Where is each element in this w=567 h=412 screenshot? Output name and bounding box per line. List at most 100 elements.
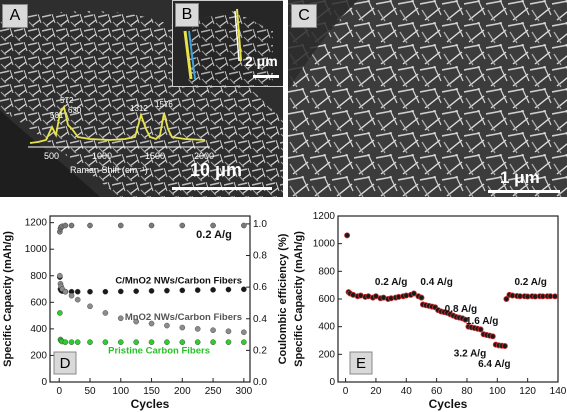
e-y-axis-label: Specific Capacity (mAh/g)	[293, 231, 305, 367]
d-ytick-label-4: 800	[30, 271, 47, 282]
panel-d-chart: 0 50 100 150 200 250 300 0 200 400 600 800 1000 1200 0…	[2, 215, 289, 411]
d-y2tick-label-5: 1.0	[253, 219, 267, 230]
d-xtick-label-1: 50	[84, 386, 96, 397]
raman-tick-1000: 1000	[92, 151, 112, 161]
e-xtick-label-6: 120	[519, 386, 536, 397]
d-series-1-point-13	[179, 324, 186, 331]
panel-e-label: E	[356, 355, 366, 372]
raman-spectrum	[29, 104, 206, 144]
e-point-50	[503, 296, 510, 303]
panel-a-label: A	[2, 4, 28, 28]
sem-texture-c	[288, 0, 567, 197]
e-point-0	[344, 232, 351, 239]
e-x-axis-label: Cycles	[429, 397, 468, 411]
d-series-2-point-12	[164, 339, 170, 345]
raman-tick-1500: 1500	[145, 151, 165, 161]
e-ytick-label-4: 800	[318, 266, 335, 277]
d-ytick-label-0: 0	[41, 377, 47, 388]
d-series-0-point-10	[133, 288, 139, 294]
d-series-1-point-16	[225, 328, 232, 335]
d-series-2-point-15	[210, 339, 216, 345]
panel-b-label: B	[175, 3, 199, 27]
d-series-label-0: C/MnO2 NWs/Carbon Fibers	[115, 276, 242, 287]
panel-c-scale-bar	[488, 190, 560, 193]
d-series-3-point-4	[62, 222, 69, 229]
d-y-axis-label: Specific Capacity (mAh/g)	[2, 231, 14, 367]
d-series-1-point-11	[148, 320, 155, 327]
d-series-0-point-12	[164, 287, 170, 294]
d-series-2-point-16	[225, 339, 232, 345]
e-rate-label-6: 0.2 A/g	[514, 277, 546, 288]
panel-b-guide-blue	[188, 30, 196, 80]
d-series-0-point-6	[74, 288, 81, 295]
raman-peak-1: 501	[50, 111, 64, 120]
panel-a-sem-image: A 501 572 630 1312 1576 500 1000 1500 20…	[0, 0, 283, 197]
d-series-1-point-5	[68, 292, 75, 299]
d-series-1-point-17	[241, 329, 247, 335]
d-series-2-point-14	[194, 339, 201, 345]
d-y2tick-label-3: 0.6	[253, 282, 267, 293]
d-series-0-point-8	[102, 288, 109, 295]
d-series-1-point-9	[117, 315, 124, 322]
d-series-2-point-10	[133, 339, 139, 345]
panel-b-guide-yellow	[183, 30, 193, 80]
d-series-3-point-7	[117, 222, 124, 229]
panel-b-sem-image: B 2 μm	[172, 0, 283, 87]
panel-c-scale-text: 1 μm	[500, 168, 540, 187]
d-ytick-label-1: 200	[30, 350, 47, 361]
panel-d-label: D	[60, 355, 71, 372]
panel-a-scale-bar	[172, 187, 272, 190]
d-series-1-point-0	[57, 272, 63, 279]
d-y2tick-label-2: 0.4	[253, 314, 267, 325]
d-xtick-label-4: 200	[174, 386, 191, 397]
raman-x-label: Raman Shift (cm⁻¹)	[70, 165, 148, 175]
e-rate-label-2: 0.8 A/g	[445, 304, 477, 315]
e-point-49	[501, 343, 508, 350]
d-rate-annotation: 0.2 A/g	[196, 229, 232, 241]
d-series-0-point-9	[117, 288, 124, 295]
panel-b-scale-text: 2 μm	[245, 53, 278, 69]
d-ytick-label-2: 400	[30, 324, 47, 335]
e-ytick-label-0: 0	[329, 377, 335, 388]
d-series-3-point-10	[210, 222, 216, 229]
d-series-0-point-15	[210, 287, 216, 293]
panel-e-chart: 0 20 40 60 80 100 120 140 0 200 400 600 800 1000 1200 C…	[293, 211, 567, 411]
d-series-0-point-11	[148, 288, 155, 294]
e-point-63	[551, 293, 558, 300]
raman-peak-2: 572	[60, 96, 74, 105]
d-series-2-point-8	[102, 339, 109, 345]
d-series-2-point-5	[68, 339, 75, 345]
d-xtick-label-3: 150	[143, 386, 160, 397]
d-series-3-point-11	[241, 222, 247, 229]
raman-tick-500: 500	[44, 151, 59, 161]
e-point-21	[418, 294, 425, 301]
panel-b-scale-bar	[253, 75, 279, 78]
e-xtick-label-3: 60	[431, 386, 443, 397]
d-xtick-label-2: 100	[112, 386, 129, 397]
panel-b-guide-yellow-2	[236, 8, 242, 62]
e-xtick-label-7: 140	[550, 386, 567, 397]
e-rate-label-1: 0.4 A/g	[420, 277, 452, 288]
raman-peak-4: 1312	[130, 104, 148, 113]
d-plot-frame	[49, 215, 251, 383]
e-ytick-label-2: 400	[318, 322, 335, 333]
d-ytick-label-6: 1200	[25, 218, 48, 229]
d-series-2-point-13	[179, 339, 186, 345]
raman-peak-5: 1576	[155, 100, 173, 109]
d-series-3-point-8	[148, 222, 155, 229]
e-rate-label-0: 0.2 A/g	[375, 277, 407, 288]
e-ytick-label-5: 1000	[313, 239, 336, 250]
e-point-19	[410, 290, 417, 297]
d-xtick-label-0: 0	[56, 386, 62, 397]
d-series-1-point-7	[87, 303, 93, 310]
panel-c-sem-image: C 1 μm	[288, 0, 567, 197]
d-series-2-point-0	[57, 310, 63, 316]
d-series-1-point-10	[133, 318, 139, 325]
e-xtick-label-1: 20	[370, 386, 382, 397]
d-series-label-2: Pristine Carbon Fibers	[108, 345, 210, 356]
d-x-axis-label: Cycles	[131, 397, 170, 411]
d-series-0-point-14	[194, 287, 201, 293]
e-point-41	[477, 326, 484, 333]
d-ytick-label-5: 1000	[25, 244, 48, 255]
e-xtick-label-0: 0	[343, 386, 349, 397]
